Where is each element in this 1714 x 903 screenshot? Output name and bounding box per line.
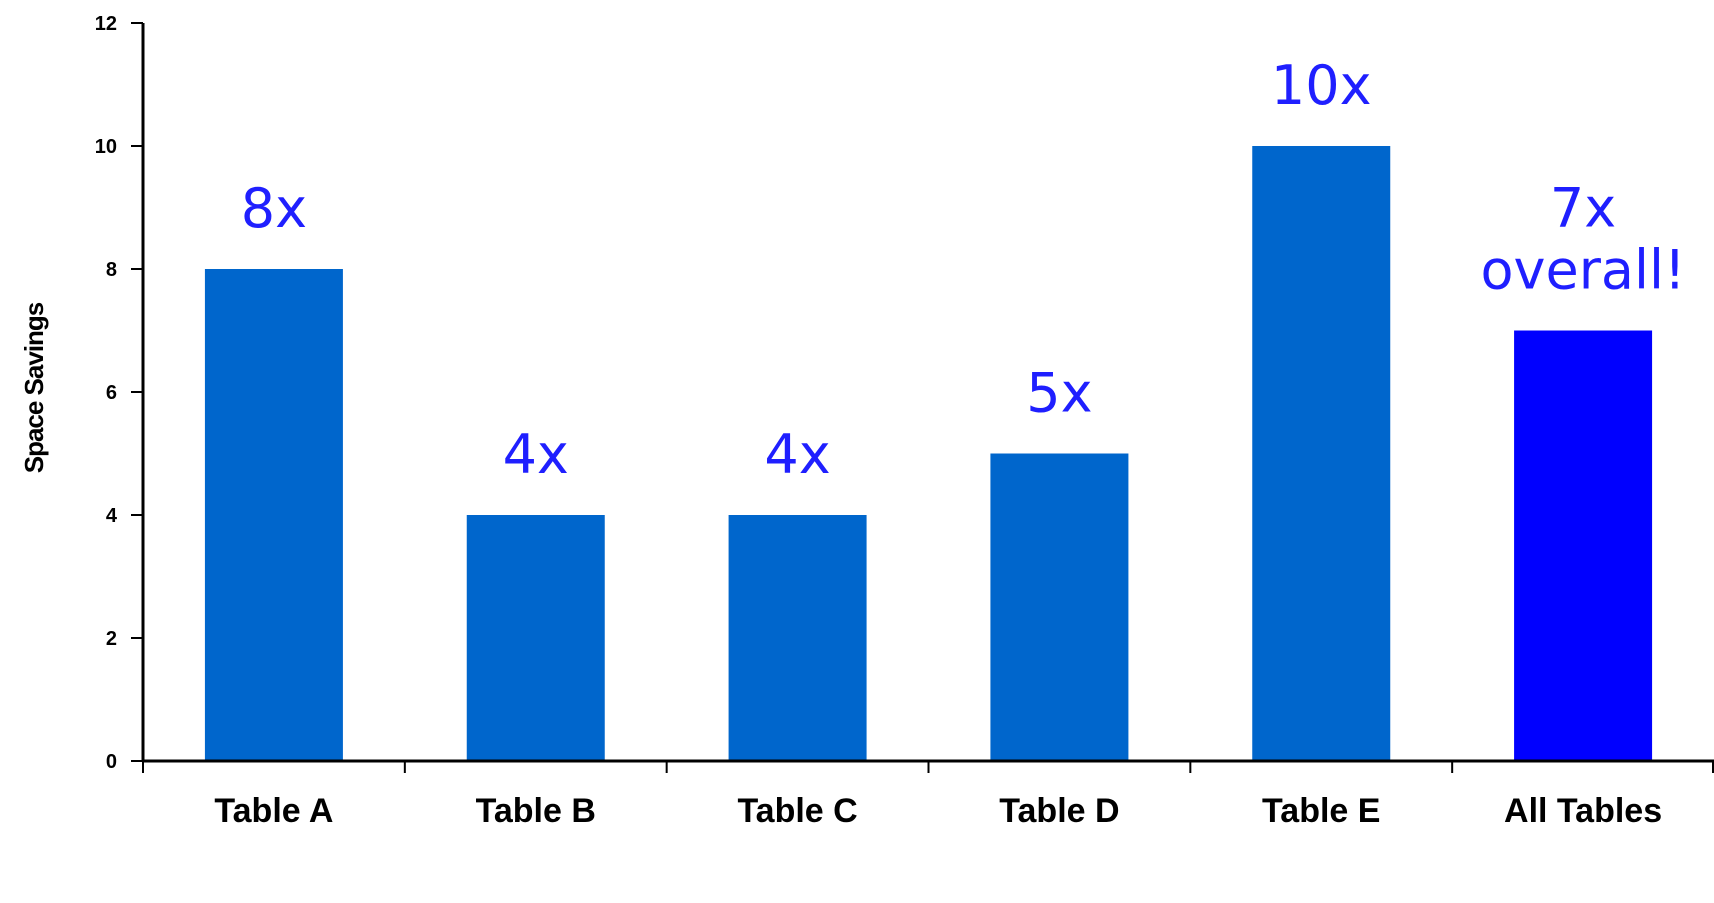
y-axis-title: Space Savings [19, 302, 49, 473]
y-tick-label-6: 12 [95, 13, 117, 35]
bar-5 [1514, 330, 1653, 761]
y-tick-label-3: 6 [106, 382, 117, 404]
y-axis-ticks: 0 2 4 6 8 10 12 [95, 13, 143, 773]
bar-3 [990, 453, 1129, 761]
data-label-4-0: 10x [1271, 54, 1372, 117]
x-tick-label-2: Table C [737, 792, 857, 830]
x-tick-label-1: Table B [476, 792, 596, 830]
x-axis: Table A Table B Table C Table D Table E All T… [142, 761, 1714, 830]
y-tick-label-2: 4 [106, 505, 118, 527]
bar-0 [204, 269, 343, 761]
data-label-5-0: 7x [1550, 177, 1616, 240]
data-label-1-0: 4x [503, 423, 569, 486]
bar-2 [728, 515, 867, 761]
x-tick-label-3: Table D [999, 792, 1119, 830]
x-tick-label-0: Table A [214, 792, 333, 830]
data-label-3-0: 5x [1026, 362, 1092, 425]
y-tick-label-1: 2 [106, 628, 117, 650]
data-label-2-0: 4x [764, 423, 830, 486]
data-label-5-1: overall! [1480, 239, 1685, 302]
bar-4 [1252, 146, 1391, 761]
y-tick-label-4: 8 [106, 259, 117, 281]
data-label-0-0: 8x [241, 177, 307, 240]
bars [204, 146, 1653, 761]
x-tick-label-5: All Tables [1504, 792, 1662, 830]
y-tick-label-5: 10 [95, 136, 117, 158]
bar-1 [466, 515, 605, 761]
y-tick-label-0: 0 [106, 751, 117, 773]
x-tick-label-4: Table E [1262, 792, 1380, 830]
